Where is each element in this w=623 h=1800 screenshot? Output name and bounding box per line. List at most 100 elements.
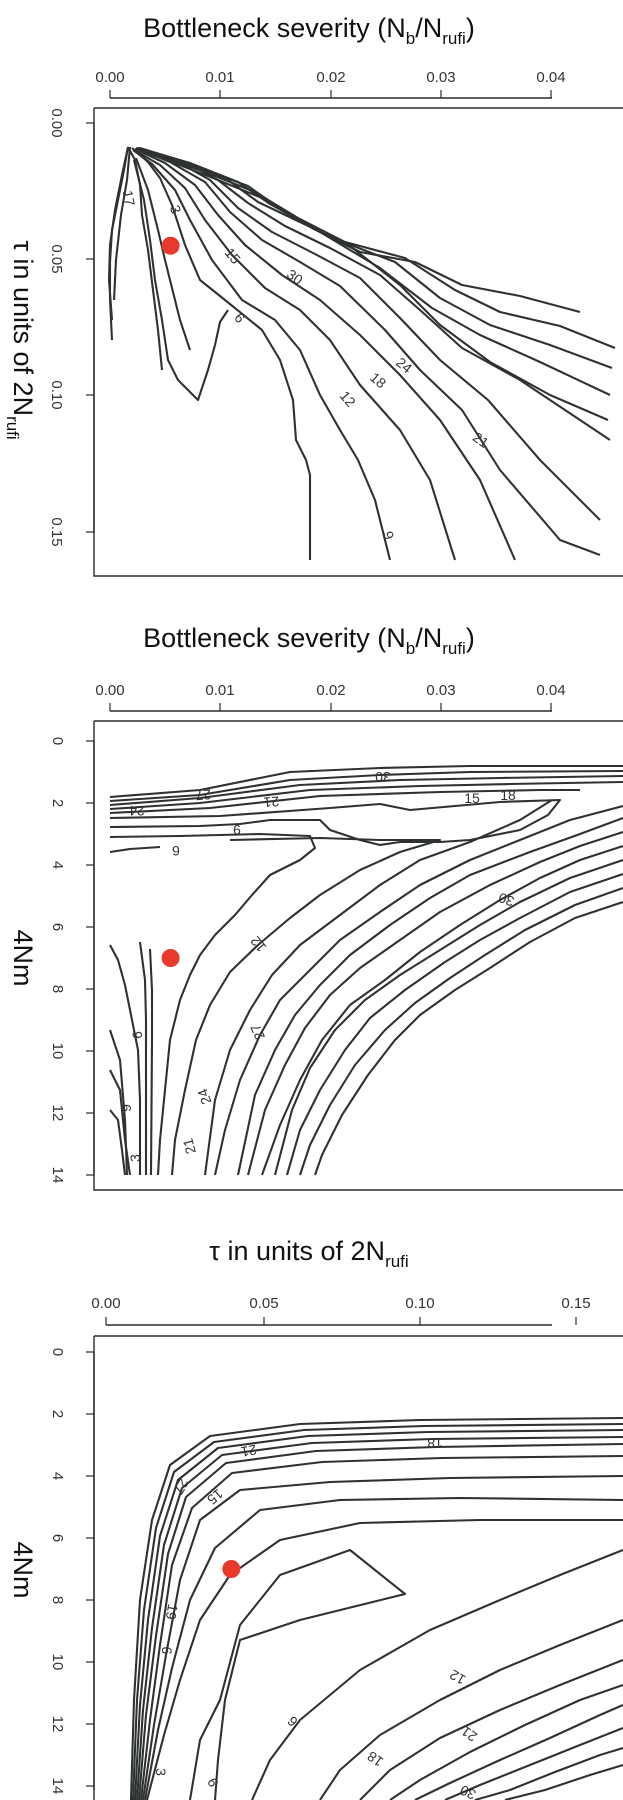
contour-line: [251, 1549, 623, 1800]
contour-line: [109, 769, 623, 803]
contour-label: 21: [240, 1442, 258, 1460]
contour-label: 6: [129, 1031, 145, 1039]
contour-line: [138, 941, 148, 1175]
panel-3-y-tick-label: 2: [49, 1410, 66, 1418]
panel-1-x-tick-label: 0.01: [205, 69, 234, 86]
contour-line: [213, 804, 623, 1176]
panel-2-x-tick-label: 0.01: [205, 682, 234, 699]
contour-label: 21: [470, 429, 492, 451]
contour-line: [109, 1029, 129, 1176]
panel-2-y-tick-label: 2: [49, 799, 66, 807]
contour-line: [137, 1442, 623, 1800]
panel-3-x-tick-label: 0.05: [249, 1295, 278, 1312]
contour-label: 30: [457, 1782, 478, 1800]
panel-2-contours: [109, 764, 623, 1176]
contour-line: [109, 832, 317, 1176]
contour-line: [132, 149, 392, 561]
contour-label: 30: [284, 266, 306, 288]
panel-2-y-tick-label: 10: [49, 1043, 66, 1060]
contour-label: 18: [427, 1435, 443, 1451]
panel-1-y-tick-label: 0.00: [48, 108, 65, 137]
contour-label: 9: [118, 1104, 134, 1112]
contour-label: 9: [204, 1775, 222, 1790]
contour-line: [148, 948, 154, 1176]
contour-label: 3: [153, 1768, 169, 1776]
panel-2-x-tick-label: 0.03: [426, 682, 455, 699]
panel-2-x-tick-label: 0.04: [536, 682, 565, 699]
contour-label: 21: [263, 793, 280, 810]
panel-3-y-tick-label: 0: [49, 1348, 66, 1356]
contour-label: 27: [170, 1476, 192, 1498]
panel-1-y-tick-label: 0.15: [48, 517, 65, 546]
panel-1-x-tick-label: 0.04: [536, 69, 565, 86]
contour-line: [389, 1684, 623, 1800]
contour-line: [131, 1422, 623, 1800]
contour-line: [203, 799, 553, 1176]
contour-label: 9: [233, 822, 241, 838]
panel-3-x-tick-label: 0.10: [405, 1295, 434, 1312]
contour-label: 6: [284, 1713, 301, 1730]
contour-line: [131, 147, 312, 560]
contour-label: 12: [447, 1666, 469, 1688]
contour-line: [141, 149, 616, 349]
panel-1-x-tick-label: 0.03: [426, 69, 455, 86]
panel-2-y-ticks: [86, 740, 94, 1176]
contour-line: [236, 817, 623, 1176]
contour-label: 6: [172, 843, 180, 859]
contour-line: [285, 873, 623, 1176]
contour-label: 18: [500, 787, 516, 803]
contour-line: [359, 1659, 623, 1800]
panel-2-x-tick-label: 0.00: [95, 682, 124, 699]
contour-label: 17: [120, 189, 138, 207]
panel-1-contours: [107, 146, 616, 561]
contour-line: [109, 780, 623, 811]
panel-1-y-tick-label: 0.05: [48, 244, 65, 273]
contour-line: [134, 148, 516, 561]
contour-line: [504, 1763, 623, 1800]
panel-3-y-tick-label: 6: [49, 1534, 66, 1542]
contour-line: [107, 146, 130, 321]
contour-line: [112, 146, 132, 301]
panel-1-x-tick-label: 0.00: [95, 69, 124, 86]
contour-line: [132, 159, 229, 402]
contour-line: [140, 148, 613, 369]
panel-1-y-tick-label: 0.10: [48, 380, 65, 409]
contour-line: [108, 146, 130, 341]
contour-label: 24: [194, 1086, 214, 1106]
contour-line: [142, 150, 581, 314]
panel-2-y-tick-label: 4: [49, 861, 66, 869]
contour-line: [109, 1109, 127, 1176]
contour-line: [109, 788, 580, 815]
panel-3-contours: [129, 1416, 623, 1800]
contour-line: [109, 944, 142, 1175]
panel-3-x-tick-label: 0.15: [561, 1295, 590, 1312]
panel-2-frame: [93, 720, 623, 1191]
contour-label: 24: [129, 803, 145, 819]
panel-2-y-tick-label: 14: [49, 1167, 66, 1184]
panel-2-title: Bottleneck severity (Nb/Nrufi): [143, 623, 475, 658]
contour-line: [246, 831, 623, 1176]
contour-label: 18: [367, 369, 389, 391]
contour-line: [143, 1496, 623, 1800]
contour-line: [314, 901, 623, 1176]
selected-point-marker: [161, 949, 180, 967]
panel-2-y-tick-label: 12: [49, 1105, 66, 1122]
contour-line: [170, 836, 442, 1176]
contour-line: [273, 859, 623, 1176]
contour-label: 30: [496, 889, 516, 909]
panel-2-contour-labels: 30 27 21 24 15 18 9 6 30 12 27 24 21 6 9…: [118, 769, 516, 1162]
panel-2: Bottleneck severity (Nb/Nrufi) 0.00 0.01…: [8, 623, 623, 1191]
contour-line: [141, 1474, 623, 1800]
contour-line: [414, 1704, 623, 1800]
contour-line: [136, 147, 601, 521]
panel-1-x-tick-label: 0.02: [316, 69, 345, 86]
panel-3-y-tick-label: 14: [49, 1778, 66, 1795]
panel-3-y-ticks: [86, 1351, 94, 1787]
selected-point-marker: [222, 1560, 241, 1578]
contour-line: [139, 1454, 623, 1800]
contour-label: 12: [337, 388, 359, 410]
panel-3-y-label: 4Nm: [8, 1541, 38, 1598]
contour-line: [133, 149, 457, 561]
contour-label: 3: [127, 1154, 143, 1162]
selected-point-marker: [161, 236, 180, 255]
